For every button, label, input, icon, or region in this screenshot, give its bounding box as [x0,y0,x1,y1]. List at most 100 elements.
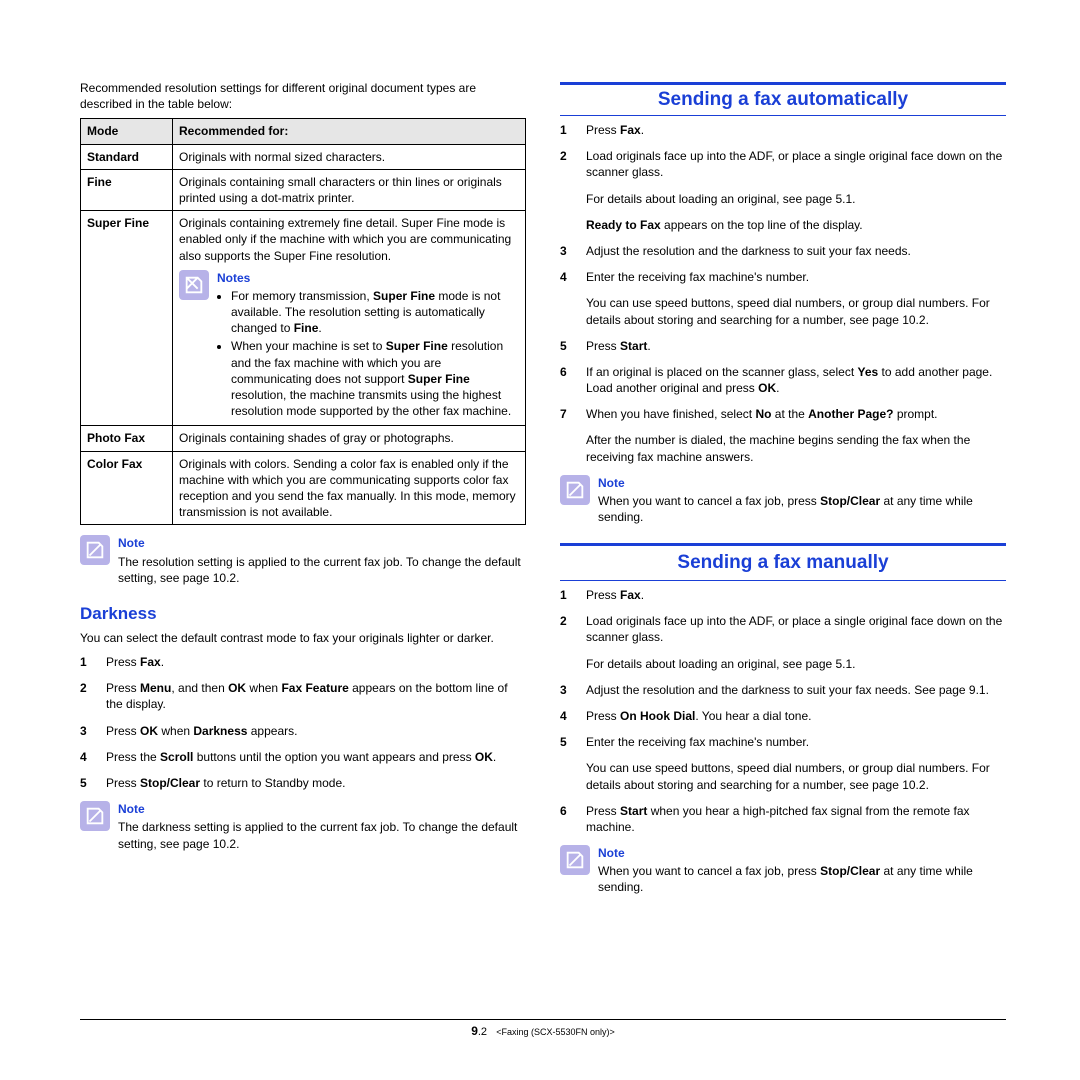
step-text: Press Start. [586,338,1006,354]
step: 3 Adjust the resolution and the darkness … [560,682,1006,698]
rule-top [560,82,1006,85]
auto-heading: Sending a fax automatically [560,87,1006,113]
page-footer: 9.2 <Faxing (SCX-5530FN only)> [80,1019,1006,1038]
manual-section-header: Sending a fax manually [560,543,1006,581]
rec-standard: Originals with normal sized characters. [173,144,526,169]
note-bullet: For memory transmission, Super Fine mode… [231,288,519,337]
step-num: 2 [80,680,94,712]
note-text: The darkness setting is applied to the c… [118,819,526,851]
step-text: Adjust the resolution and the darkness t… [586,243,1006,259]
th-mode: Mode [81,119,173,144]
note-body: Note When you want to cancel a fax job, … [598,475,1006,526]
rec-colorfax: Originals with colors. Sending a color f… [173,451,526,525]
step-num: 4 [560,269,574,285]
step: 1 Press Fax. [560,587,1006,603]
rec-fine: Originals containing small characters or… [173,169,526,210]
step-text: Press the Scroll buttons until the optio… [106,749,526,765]
note-text: The resolution setting is applied to the… [118,554,526,586]
step-cont: Ready to Fax appears on the top line of … [586,217,1006,233]
page-columns: Recommended resolution settings for diff… [80,80,1006,896]
step-text: Press Fax. [586,587,1006,603]
th-recommended: Recommended for: [173,119,526,144]
note-icon [80,801,110,831]
step: 2 Load originals face up into the ADF, or… [560,148,1006,180]
step: 4Press On Hook Dial. You hear a dial ton… [560,708,1006,724]
rule-top [560,543,1006,546]
rec-photofax: Originals containing shades of gray or p… [173,426,526,451]
step-num: 4 [80,749,94,765]
note-icon [80,535,110,565]
manual-steps: 1 Press Fax. 2 Load originals face up into… [560,587,1006,835]
step-num: 2 [560,148,574,180]
darkness-note: Note The darkness setting is applied to … [80,801,526,852]
auto-note: Note When you want to cancel a fax job, … [560,475,1006,526]
step-num: 4 [560,708,574,724]
mode-photofax: Photo Fax [81,426,173,451]
step-num: 6 [560,364,574,396]
step-text: Load originals face up into the ADF, or … [586,148,1006,180]
note-body: Note When you want to cancel a fax job, … [598,845,1006,896]
step-text: Press Fax. [586,122,1006,138]
manual-note: Note When you want to cancel a fax job, … [560,845,1006,896]
rec-superfine: Originals containing extremely fine deta… [173,211,526,426]
step: 3Press OK when Darkness appears. [80,723,526,739]
resolution-table: Mode Recommended for: Standard Originals… [80,118,526,525]
right-column: Sending a fax automatically 1 Press Fax. … [560,80,1006,896]
darkness-steps: 1 Press Fax. 2 Press Menu, and then OK whe… [80,654,526,791]
notes-list: For memory transmission, Super Fine mode… [217,288,519,420]
step: 5 Press Stop/Clear to return to Standby m… [80,775,526,791]
step-text: Enter the receiving fax machine's number… [586,734,1006,750]
step-cont: After the number is dialed, the machine … [586,432,1006,464]
manual-heading: Sending a fax manually [560,548,1006,578]
table-row: Fine Originals containing small characte… [81,169,526,210]
mode-colorfax: Color Fax [81,451,173,525]
step: 2 Press Menu, and then OK when Fax Featur… [80,680,526,712]
note-body: Note The resolution setting is applied t… [118,535,526,586]
step-cont: You can use speed buttons, speed dial nu… [586,295,1006,327]
step-text: Adjust the resolution and the darkness t… [586,682,1006,698]
step: 4 Enter the receiving fax machine's numbe… [560,269,1006,285]
step-num: 2 [560,613,574,645]
step-num: 7 [560,406,574,422]
rule-bot [560,580,1006,581]
step-cont: You can use speed buttons, speed dial nu… [586,760,1006,792]
step-text: If an original is placed on the scanner … [586,364,1006,396]
step: 1 Press Fax. [80,654,526,670]
table-row: Standard Originals with normal sized cha… [81,144,526,169]
step-num: 5 [80,775,94,791]
superfine-notes: Notes For memory transmission, Super Fin… [179,270,519,422]
step-text: Load originals face up into the ADF, or … [586,613,1006,645]
footer-text: <Faxing (SCX-5530FN only)> [496,1027,615,1037]
page-chapter: 9 [471,1024,478,1038]
step-num: 5 [560,734,574,750]
intro-text: Recommended resolution settings for diff… [80,80,526,112]
superfine-text: Originals containing extremely fine deta… [179,216,511,262]
notes-heading: Notes [217,270,519,286]
note-heading: Note [598,845,1006,861]
step-text: Press Menu, and then OK when Fax Feature… [106,680,526,712]
table-row: Photo Fax Originals containing shades of… [81,426,526,451]
step: 4 Press the Scroll buttons until the opti… [80,749,526,765]
note-heading: Note [118,801,526,817]
note-heading: Note [118,535,526,551]
step: 2 Load originals face up into the ADF, or… [560,613,1006,645]
note-body: Notes For memory transmission, Super Fin… [217,270,519,422]
step-num: 1 [560,587,574,603]
step-text: When you have finished, select No at the… [586,406,1006,422]
step-cont: For details about loading an original, s… [586,656,1006,672]
step-text: Press Stop/Clear to return to Standby mo… [106,775,526,791]
darkness-heading: Darkness [80,604,526,624]
step-num: 5 [560,338,574,354]
step-num: 1 [80,654,94,670]
step: 1Press Fax. [560,122,1006,138]
step-num: 3 [80,723,94,739]
step-text: Press Fax. [106,654,526,670]
darkness-intro: You can select the default contrast mode… [80,630,526,646]
step-num: 6 [560,803,574,835]
table-row: Color Fax Originals with colors. Sending… [81,451,526,525]
step: 5 Press Start. [560,338,1006,354]
step-num: 3 [560,243,574,259]
step-num: 3 [560,682,574,698]
step-text: Enter the receiving fax machine's number… [586,269,1006,285]
step: 7 When you have finished, select No at th… [560,406,1006,422]
